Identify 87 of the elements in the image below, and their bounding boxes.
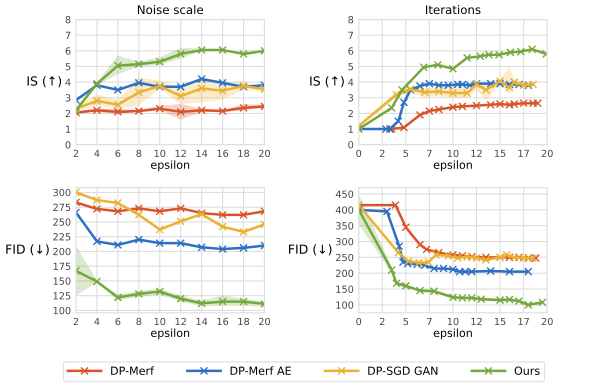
x-tick-label: 6 [115,150,120,158]
y-tick-label: 300 [53,188,70,196]
y-tick-label: 150 [54,277,70,285]
y-tick-label: 3 [66,94,70,102]
y-tick-label: 150 [336,286,354,293]
x-tick-label: 2 [380,318,384,326]
x-tick-label: 8 [136,318,142,326]
x-tick-label: 12 [176,318,186,326]
x-tick-label: 14 [196,150,208,157]
x-tick-label: 17 [518,150,529,157]
x-tick-label: 18 [238,150,250,158]
y-tick-label: 225 [53,233,70,240]
x-tick-label: 18 [238,318,250,326]
y-tick-label: 275 [53,204,70,211]
y-tick-label: 400 [336,206,354,214]
y-tick-label: 4 [65,78,71,86]
y-tick-label: 1 [348,126,353,133]
y-tick-label: 8 [66,16,70,24]
x-tick-label: 6 [115,318,120,326]
y-tick-label: 175 [54,262,70,270]
y-tick-label: 1 [66,126,70,133]
x-tick-label: 5 [404,150,408,158]
x-tick-label: 15 [494,318,506,326]
x-tick-label: 12 [471,318,482,326]
x-tick-label: 20 [259,150,270,158]
y-tick-label: 6 [348,47,354,55]
y-tick-label: 2 [348,110,353,118]
y-tick-label: 450 [336,190,354,198]
x-axis-title: epsilon [434,160,472,172]
y-tick-label: 8 [348,16,354,24]
legend-label: DP-Merf AE [230,366,291,375]
y-tick-label: 350 [336,222,354,230]
chart-title: Noise scale [138,5,204,14]
y-tick-label: 250 [336,254,354,262]
y-tick-label: 250 [53,218,70,226]
legend-label: Ours [514,366,540,375]
y-tick-label: 5 [348,63,354,70]
x-tick-label: 5 [404,318,408,326]
chart-title: Iterations [426,5,480,14]
x-tick-label: 14 [196,318,208,326]
x-tick-label: 20 [542,150,553,158]
y-tick-label: 0 [348,141,354,148]
y-tick-label: 5 [66,63,70,70]
x-tick-label: 12 [176,150,186,157]
legend-label: DP-Merf [111,366,154,375]
x-tick-label: 16 [217,318,228,326]
x-tick-label: 2 [74,150,78,157]
y-tick-label: 2 [66,110,70,118]
y-tick-label: 4 [348,78,354,86]
x-axis-title: epsilon [434,328,472,340]
x-tick-label: 10 [154,318,166,326]
y-axis-title: FID (↓) [289,244,332,256]
x-tick-label: 4 [94,318,100,326]
y-tick-label: 6 [66,47,71,55]
y-tick-label: 200 [53,248,70,256]
x-tick-label: 2 [380,150,384,157]
y-tick-label: 100 [336,301,354,309]
y-axis-title: IS (↑) [310,76,344,88]
x-tick-label: 20 [542,318,553,326]
x-tick-label: 10 [448,150,458,158]
y-tick-label: 3 [348,94,354,102]
y-axis-title: FID (↓) [6,244,49,256]
x-tick-label: 0 [356,318,362,326]
x-tick-label: 8 [136,150,142,158]
x-tick-label: 12 [471,150,482,157]
y-tick-label: 7 [66,32,70,39]
y-tick-label: 200 [336,270,354,278]
x-tick-label: 4 [94,150,100,157]
y-axis-title: IS (↑) [28,76,62,88]
x-tick-label: 20 [259,318,270,326]
x-axis-title: epsilon [151,160,190,172]
x-tick-label: 7 [427,150,432,157]
x-axis-title: epsilon [151,328,190,340]
y-tick-label: 125 [54,292,70,300]
x-tick-label: 10 [448,318,458,326]
y-tick-label: 300 [336,238,354,246]
x-tick-label: 17 [518,318,529,326]
y-tick-label: 0 [66,141,70,148]
x-tick-label: 15 [494,150,506,158]
legend-label: DP-SGD GAN [368,366,438,375]
x-tick-label: 7 [427,318,432,326]
x-tick-label: 0 [356,150,362,158]
y-tick-label: 100 [54,306,70,314]
x-tick-label: 16 [217,150,228,158]
x-tick-label: 2 [74,318,78,326]
y-tick-label: 7 [348,32,354,39]
x-tick-label: 10 [154,150,166,158]
